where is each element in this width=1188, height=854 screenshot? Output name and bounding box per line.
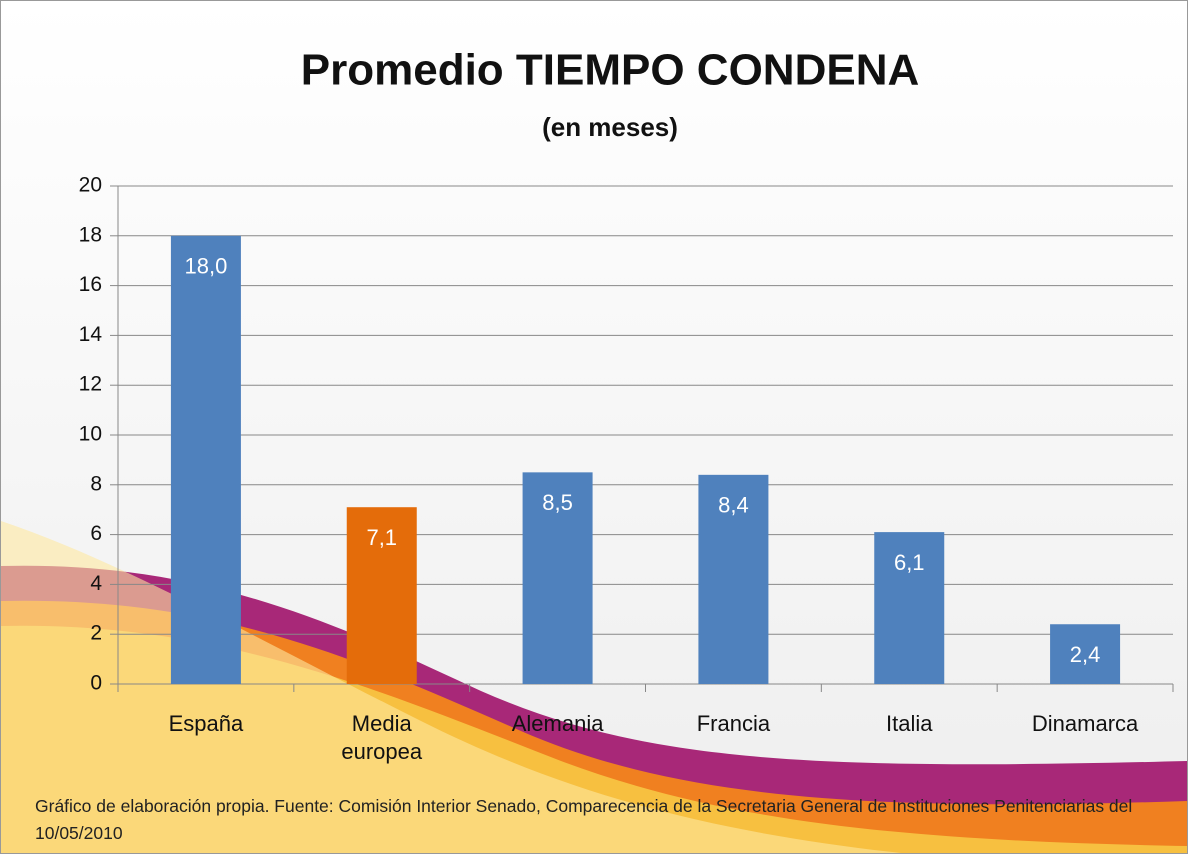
- x-tick-label: Dinamarca: [1031, 711, 1139, 736]
- value-label: 8,5: [542, 490, 573, 515]
- bar: [874, 532, 945, 684]
- bar: [346, 507, 417, 684]
- y-tick-label: 18: [79, 223, 102, 246]
- y-tick-label: 14: [79, 323, 103, 346]
- bar: [698, 474, 769, 684]
- chart-subtitle: (en meses): [542, 112, 678, 142]
- source-note: Gráfico de elaboración propia. Fuente: C…: [35, 796, 1133, 843]
- x-tick-label: Francia: [696, 711, 771, 736]
- chart-title: Promedio TIEMPO CONDENA: [301, 46, 920, 95]
- value-label: 6,1: [894, 550, 925, 575]
- bar: [170, 235, 241, 685]
- value-label: 7,1: [366, 525, 397, 550]
- y-tick-label: 6: [90, 522, 102, 545]
- y-tick-label: 20: [79, 174, 102, 197]
- x-tick-label: Italia: [886, 711, 933, 736]
- bar: [1050, 624, 1121, 684]
- x-tick-label: España: [168, 711, 244, 736]
- value-label: 2,4: [1070, 642, 1101, 667]
- y-tick-label: 12: [79, 373, 102, 396]
- y-tick-label: 4: [90, 572, 102, 595]
- value-label: 8,4: [718, 493, 749, 518]
- x-tick-label: Media europea: [341, 711, 423, 764]
- y-tick-label: 16: [79, 273, 102, 296]
- x-tick-label: Alemania: [511, 711, 604, 736]
- background-waves: [1, 521, 1187, 853]
- y-tick-label: 10: [79, 423, 102, 446]
- y-tick-label: 0: [90, 672, 102, 695]
- value-label: 18,0: [185, 254, 228, 279]
- bar: [522, 472, 593, 684]
- y-tick-label: 8: [90, 472, 102, 495]
- y-tick-label: 2: [90, 622, 102, 645]
